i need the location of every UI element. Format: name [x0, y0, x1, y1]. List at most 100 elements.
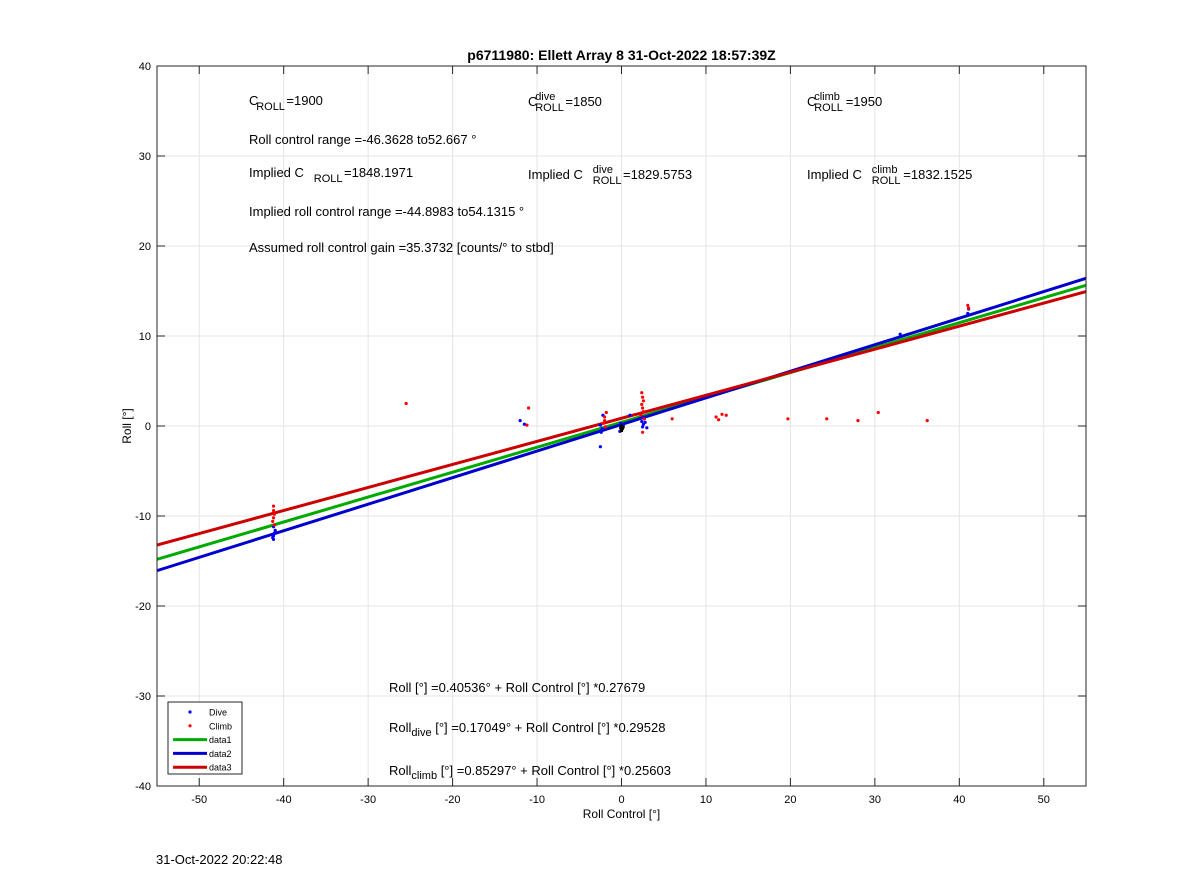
x-tick-label: -50	[191, 794, 207, 806]
svg-text:ROLL: ROLL	[256, 101, 285, 113]
data-point-climb	[271, 516, 276, 520]
data-point-climb	[603, 419, 607, 423]
svg-text:dive: dive	[535, 91, 555, 103]
data-point-climb	[786, 417, 790, 421]
x-tick-label: -40	[276, 794, 292, 806]
data-point-climb	[876, 410, 880, 415]
annotation-fit-all: Roll [°] =0.40536° + Roll Control [°] *0…	[389, 680, 645, 695]
data-point-climb	[640, 402, 644, 406]
y-tick-label: 20	[139, 241, 151, 253]
svg-text:ROLL: ROLL	[314, 173, 343, 185]
svg-text:ROLL: ROLL	[535, 102, 564, 114]
svg-text:=1848.1971: =1848.1971	[344, 165, 413, 180]
data-point-climb	[717, 418, 721, 422]
data-point-climb	[271, 509, 276, 513]
data-point-dive	[628, 413, 632, 417]
svg-text:=1900: =1900	[286, 93, 323, 108]
data-point-climb	[404, 401, 408, 406]
svg-text:Implied C: Implied C	[249, 165, 304, 180]
svg-text:ROLL: ROLL	[593, 175, 622, 187]
data-point-climb	[525, 423, 529, 427]
data-point-dive	[645, 426, 649, 430]
legend: Dive Climb data1 data2 data3	[167, 701, 243, 775]
data-point-dive	[598, 445, 602, 449]
svg-text:ROLL: ROLL	[872, 175, 901, 187]
data-point-dive	[522, 422, 526, 426]
data-point-dive	[640, 419, 644, 424]
data-point-climb	[825, 417, 829, 421]
data-point-black	[621, 425, 625, 429]
series-climb	[271, 303, 971, 527]
svg-text:=1850: =1850	[565, 94, 602, 109]
x-tick-label: 50	[1038, 794, 1050, 806]
x-tick-label: -30	[360, 794, 376, 806]
data-point-climb	[641, 395, 645, 399]
data-point-dive	[271, 536, 275, 540]
data-point-climb	[639, 413, 643, 417]
svg-text:=1832.1525: =1832.1525	[903, 167, 972, 182]
data-point-dive	[641, 425, 645, 429]
svg-text:climb: climb	[814, 91, 840, 103]
data-point-climb	[641, 406, 645, 410]
data-point-climb	[670, 417, 674, 421]
y-tick-label: -10	[135, 511, 151, 523]
x-tick-label: -20	[445, 794, 461, 806]
legend-label-dive: Dive	[209, 708, 227, 718]
x-tick-label: 20	[784, 794, 796, 806]
data-point-climb	[603, 425, 608, 429]
data-point-climb	[642, 417, 646, 421]
y-tick-label: -40	[135, 781, 151, 793]
svg-text:C: C	[528, 94, 537, 109]
chart-title: p6711980: Ellett Array 8 31-Oct-2022 18:…	[467, 47, 776, 63]
svg-text:=1829.5753: =1829.5753	[623, 167, 692, 182]
y-axis-label: Roll [°]	[120, 408, 134, 443]
data-point-dive	[598, 423, 602, 427]
y-tick-label: -20	[135, 601, 151, 613]
data-point-black	[620, 424, 623, 428]
svg-text:C: C	[807, 94, 816, 109]
data-point-dive	[643, 420, 647, 424]
data-point-dive	[518, 419, 522, 423]
annotation-fit-dive: Rolldive [°] =0.17049° + Roll Control [°…	[389, 720, 665, 739]
data-point-climb	[641, 430, 645, 434]
annotation-roll-control-range: Roll control range =-46.3628 to52.667 °	[249, 132, 476, 147]
legend-label-data3: data3	[209, 763, 232, 773]
data-point-climb	[271, 519, 275, 524]
svg-text:Implied C: Implied C	[807, 167, 862, 182]
data-point-climb	[641, 399, 646, 403]
data-point-dive	[600, 427, 604, 431]
svg-text:dive: dive	[593, 164, 613, 176]
data-point-climb	[271, 504, 276, 508]
legend-label-climb: Climb	[209, 721, 232, 731]
svg-text:=1950: =1950	[846, 94, 883, 109]
svg-text:ROLL: ROLL	[814, 102, 843, 114]
x-tick-label: 0	[618, 794, 624, 806]
data-point-climb	[601, 421, 605, 425]
x-tick-label: 40	[953, 794, 965, 806]
data-point-climb	[527, 406, 531, 410]
data-point-climb	[967, 306, 971, 310]
data-point-climb	[272, 523, 276, 527]
annotation-gain: Assumed roll control gain =35.3732 [coun…	[249, 240, 554, 255]
data-point-climb	[966, 303, 970, 307]
svg-text:C: C	[249, 93, 258, 108]
data-point-climb	[856, 419, 860, 423]
y-tick-label: 0	[145, 421, 151, 433]
data-point-climb	[724, 413, 728, 417]
svg-text:climb: climb	[872, 164, 898, 176]
y-tick-label: -30	[135, 691, 151, 703]
legend-label-data1: data1	[209, 735, 232, 745]
data-point-climb	[714, 415, 718, 419]
data-point-dive	[272, 531, 276, 535]
y-tick-label: 40	[139, 61, 151, 73]
y-tick-label: 30	[139, 151, 151, 163]
data-point-black	[620, 429, 623, 432]
x-tick-label: 30	[869, 794, 881, 806]
annotation-fit-climb: Rollclimb [°] =0.85297° + Roll Control […	[389, 763, 671, 782]
